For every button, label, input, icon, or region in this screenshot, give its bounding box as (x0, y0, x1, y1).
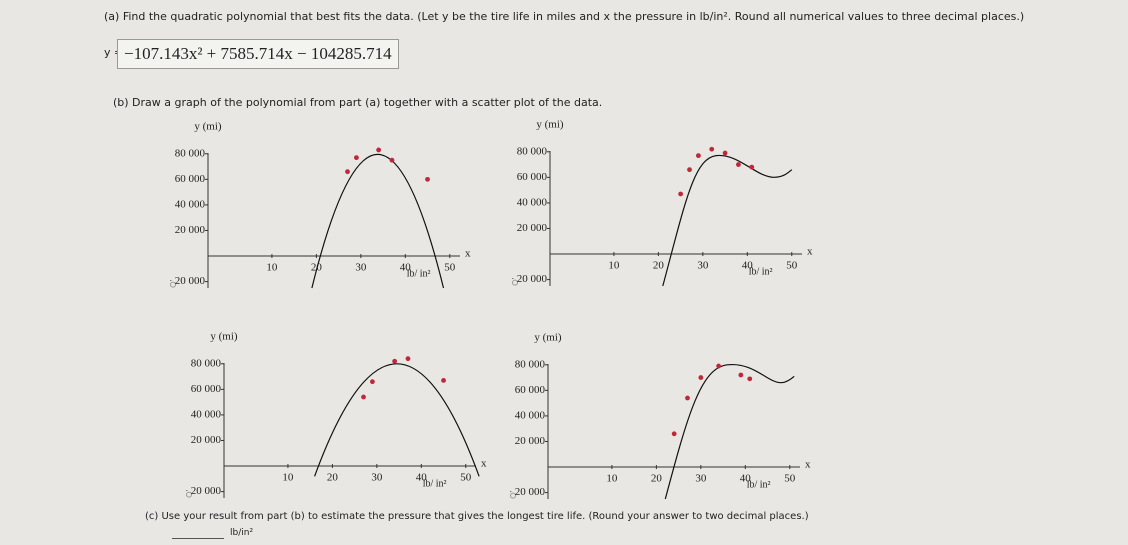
data-point (685, 395, 690, 401)
data-point (370, 379, 375, 385)
data-point (678, 191, 684, 197)
graph-option[interactable]: y (mi) x lb/ in² 80 000 60 000 40 000 20 000 − … (512, 113, 822, 293)
x-tick-label: 50 (444, 262, 456, 274)
y-tick-label: 20 000 (515, 435, 546, 447)
x-tick-label: 20 (651, 473, 663, 485)
data-point (361, 394, 366, 400)
data-point (376, 147, 382, 153)
unit-label: lb/ in² (749, 266, 773, 277)
data-point (749, 164, 755, 170)
x-tick-label: 30 (355, 262, 367, 274)
y-tick-label: 40 000 (175, 198, 206, 210)
x-tick-label: 30 (695, 473, 707, 485)
y-tick-label: 80 000 (175, 147, 206, 159)
y-tick-label: 80 000 (517, 145, 548, 157)
x-tick-label: 50 (786, 260, 798, 272)
y-tick-label: 40 000 (515, 409, 546, 421)
x-tick-label: 40 (742, 260, 754, 272)
data-point (389, 157, 395, 163)
graph-option[interactable]: y (mi) x lb/ in² 80 000 60 000 40 000 20 000 − … (186, 325, 496, 505)
answer-box[interactable]: −107.143x² + 7585.714x − 104285.714 (117, 39, 399, 69)
data-point (696, 153, 701, 159)
x-tick-label: 50 (784, 473, 796, 485)
circle-marker (512, 279, 518, 286)
x-axis-label: x (805, 459, 811, 471)
y-tick-label: − 20 000 (512, 273, 547, 285)
x-tick-label: 50 (460, 472, 472, 484)
unit-label: lb/ in² (423, 478, 447, 489)
unit-label: lb/ in² (747, 479, 771, 490)
y-tick-label: 40 000 (191, 408, 222, 420)
part-a-prompt: (a) Find the quadratic polynomial that b… (104, 10, 1025, 23)
data-point (709, 146, 715, 152)
y-tick-label: 60 000 (515, 384, 546, 396)
x-tick-label: 30 (697, 260, 709, 272)
x-tick-label: 10 (606, 473, 618, 485)
data-point (392, 358, 398, 364)
y-axis-label: y (mi) (210, 331, 238, 343)
x-axis-label: x (481, 458, 487, 470)
data-point (698, 375, 704, 380)
unit-label: lb/ in² (407, 268, 431, 279)
y-tick-label: 60 000 (517, 171, 548, 183)
data-point (736, 162, 741, 167)
y-tick-label: 20 000 (175, 224, 206, 236)
y-axis-label: y (mi) (534, 332, 562, 344)
circle-marker (170, 281, 176, 288)
y-tick-label: 20 000 (191, 434, 222, 446)
graph-option[interactable]: y (mi) x lb/ in² 80 000 60 000 40 000 20 000 − … (170, 115, 480, 295)
y-tick-label: − 20 000 (186, 485, 221, 497)
y-axis-label: y (mi) (536, 119, 564, 131)
x-axis-label: x (465, 248, 471, 260)
fit-curve (314, 363, 480, 477)
x-tick-label: 40 (416, 472, 428, 484)
y-tick-label: − 20 000 (510, 486, 545, 498)
data-point (405, 356, 411, 362)
x-tick-label: 20 (653, 260, 665, 272)
data-point (671, 431, 677, 437)
y-tick-label: 60 000 (191, 383, 222, 395)
y-tick-label: − 20 000 (170, 275, 205, 287)
x-tick-label: 40 (740, 473, 752, 485)
data-point (716, 363, 722, 369)
data-point (738, 372, 744, 378)
data-point (345, 169, 350, 175)
y-tick-label: 60 000 (175, 173, 206, 185)
y-tick-label: 20 000 (517, 222, 548, 234)
data-point (354, 155, 359, 161)
y-axis-label: y (mi) (194, 121, 222, 133)
data-point (747, 376, 753, 382)
x-tick-label: 30 (371, 472, 383, 484)
x-tick-label: 40 (400, 262, 412, 274)
data-point (441, 378, 446, 383)
x-tick-label: 10 (282, 472, 294, 484)
data-point (425, 176, 430, 182)
fit-curve (311, 154, 445, 289)
part-c-prompt: (c) Use your result from part (b) to est… (145, 511, 809, 522)
y-tick-label: 40 000 (517, 196, 548, 208)
fit-curve (664, 364, 795, 500)
y-tick-label: 80 000 (515, 358, 546, 370)
x-tick-label: 10 (608, 260, 620, 272)
part-b-prompt: (b) Draw a graph of the polynomial from … (113, 96, 603, 109)
x-tick-label: 10 (266, 262, 278, 274)
data-point (687, 167, 692, 173)
y-tick-label: 80 000 (191, 357, 222, 369)
circle-marker (510, 492, 516, 499)
unit-label: lb/in² (230, 528, 254, 538)
x-tick-label: 20 (327, 472, 339, 484)
answer-input[interactable] (172, 538, 224, 539)
fit-curve (662, 154, 793, 287)
data-point (722, 150, 728, 156)
graph-option[interactable]: y (mi) x lb/ in² 80 000 60 000 40 000 20 000 − … (510, 326, 820, 506)
x-axis-label: x (807, 246, 813, 258)
circle-marker (186, 491, 192, 498)
